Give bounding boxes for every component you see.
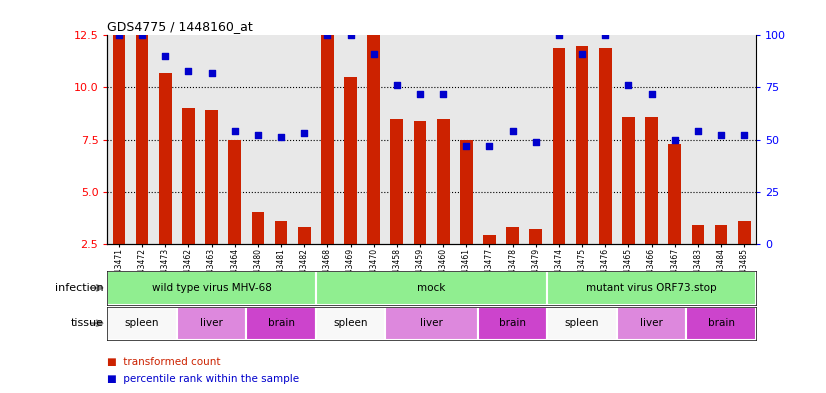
Point bbox=[460, 143, 473, 149]
Bar bbox=[316, 307, 385, 340]
Text: mock: mock bbox=[417, 283, 446, 293]
Bar bbox=[252, 212, 264, 244]
Bar bbox=[135, 35, 149, 244]
Bar bbox=[738, 221, 751, 244]
Point bbox=[506, 128, 520, 134]
Point bbox=[159, 53, 172, 59]
Text: wild type virus MHV-68: wild type virus MHV-68 bbox=[152, 283, 272, 293]
Bar bbox=[691, 225, 705, 244]
Point bbox=[714, 132, 728, 138]
Text: ■  transformed count: ■ transformed count bbox=[107, 356, 221, 367]
Point bbox=[483, 143, 496, 149]
Bar bbox=[617, 307, 686, 340]
Bar bbox=[112, 35, 126, 244]
Point bbox=[297, 130, 311, 136]
Bar bbox=[107, 271, 316, 305]
Point bbox=[228, 128, 241, 134]
Point bbox=[390, 82, 403, 88]
Text: liver: liver bbox=[420, 318, 443, 328]
Point bbox=[367, 51, 380, 57]
Point bbox=[205, 70, 218, 76]
Text: liver: liver bbox=[640, 318, 663, 328]
Text: liver: liver bbox=[200, 318, 223, 328]
Bar bbox=[622, 117, 635, 244]
Bar bbox=[576, 46, 588, 244]
Bar bbox=[548, 307, 617, 340]
Bar bbox=[506, 227, 519, 244]
Bar bbox=[246, 307, 316, 340]
Bar bbox=[460, 140, 472, 244]
Bar bbox=[321, 35, 334, 244]
Point bbox=[320, 32, 334, 39]
Text: spleen: spleen bbox=[125, 318, 159, 328]
Text: infection: infection bbox=[55, 283, 103, 293]
Bar bbox=[686, 307, 756, 340]
Bar bbox=[275, 221, 287, 244]
Bar bbox=[298, 227, 311, 244]
Bar bbox=[316, 271, 548, 305]
Bar bbox=[205, 110, 218, 244]
Point bbox=[553, 32, 566, 39]
Point bbox=[437, 90, 450, 97]
Bar bbox=[391, 119, 403, 244]
Point bbox=[668, 136, 681, 143]
Bar bbox=[668, 144, 681, 244]
Bar bbox=[548, 271, 756, 305]
Point bbox=[738, 132, 751, 138]
Point bbox=[182, 68, 195, 74]
Bar bbox=[159, 73, 172, 244]
Point bbox=[599, 32, 612, 39]
Bar bbox=[478, 307, 548, 340]
Text: spleen: spleen bbox=[333, 318, 368, 328]
Bar bbox=[368, 35, 380, 244]
Bar bbox=[645, 117, 658, 244]
Text: spleen: spleen bbox=[565, 318, 600, 328]
Bar bbox=[714, 225, 728, 244]
Bar bbox=[344, 77, 357, 244]
Bar bbox=[599, 48, 611, 244]
Text: brain: brain bbox=[268, 318, 295, 328]
Text: GDS4775 / 1448160_at: GDS4775 / 1448160_at bbox=[107, 20, 253, 33]
Bar bbox=[177, 307, 246, 340]
Bar bbox=[437, 119, 449, 244]
Point bbox=[112, 32, 126, 39]
Point bbox=[274, 134, 287, 141]
Point bbox=[576, 51, 589, 57]
Point bbox=[344, 32, 357, 39]
Point bbox=[529, 138, 543, 145]
Text: tissue: tissue bbox=[70, 318, 103, 328]
Point bbox=[135, 32, 149, 39]
Bar bbox=[483, 235, 496, 244]
Text: ■  percentile rank within the sample: ■ percentile rank within the sample bbox=[107, 374, 300, 384]
Point bbox=[413, 90, 426, 97]
Point bbox=[251, 132, 264, 138]
Bar bbox=[107, 307, 177, 340]
Bar bbox=[414, 121, 426, 244]
Bar bbox=[385, 307, 478, 340]
Text: brain: brain bbox=[708, 318, 734, 328]
Point bbox=[622, 82, 635, 88]
Text: mutant virus ORF73.stop: mutant virus ORF73.stop bbox=[586, 283, 717, 293]
Bar bbox=[529, 229, 542, 244]
Bar bbox=[228, 140, 241, 244]
Text: brain: brain bbox=[499, 318, 526, 328]
Bar bbox=[182, 108, 195, 244]
Point bbox=[645, 90, 658, 97]
Bar bbox=[553, 48, 565, 244]
Point bbox=[691, 128, 705, 134]
